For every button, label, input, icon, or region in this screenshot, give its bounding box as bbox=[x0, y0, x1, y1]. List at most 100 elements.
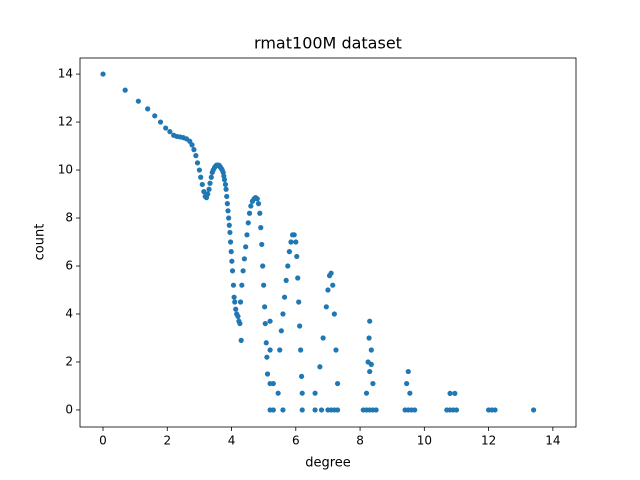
point bbox=[288, 239, 294, 245]
point bbox=[224, 201, 230, 207]
x-tick-label: 8 bbox=[356, 434, 364, 448]
point bbox=[196, 167, 203, 173]
point bbox=[412, 407, 418, 413]
point bbox=[299, 407, 305, 413]
point bbox=[320, 335, 326, 341]
point bbox=[367, 318, 373, 324]
point bbox=[283, 277, 289, 284]
y-tick-label: 10 bbox=[58, 163, 73, 177]
point bbox=[245, 220, 251, 226]
point bbox=[232, 299, 238, 305]
y-tick-label: 8 bbox=[65, 211, 73, 225]
point bbox=[363, 390, 370, 396]
point bbox=[267, 318, 273, 324]
y-tick-label: 12 bbox=[58, 115, 73, 129]
y-tick-label: 0 bbox=[65, 402, 73, 416]
point bbox=[312, 390, 318, 396]
point bbox=[261, 282, 267, 288]
point bbox=[328, 270, 334, 276]
point bbox=[368, 361, 374, 367]
point bbox=[229, 258, 235, 264]
point bbox=[331, 311, 337, 317]
x-tick-label: 10 bbox=[417, 434, 432, 448]
chart-title: rmat100M dataset bbox=[254, 34, 402, 53]
point bbox=[194, 160, 201, 166]
point bbox=[452, 390, 458, 397]
point bbox=[294, 253, 300, 260]
point bbox=[281, 294, 288, 300]
point bbox=[492, 407, 498, 413]
point bbox=[230, 282, 237, 288]
point bbox=[291, 232, 297, 238]
point bbox=[122, 87, 128, 93]
point bbox=[298, 347, 304, 353]
point bbox=[257, 210, 263, 216]
point bbox=[285, 263, 291, 269]
plot-frame bbox=[79, 57, 577, 428]
y-tick-label: 2 bbox=[65, 354, 73, 368]
point bbox=[100, 71, 106, 77]
point bbox=[373, 407, 379, 413]
point bbox=[295, 275, 301, 281]
point bbox=[297, 323, 303, 329]
y-axis-label: count bbox=[33, 224, 48, 261]
point bbox=[312, 407, 318, 413]
point bbox=[193, 153, 199, 159]
point bbox=[275, 390, 281, 396]
point bbox=[157, 119, 164, 125]
point bbox=[405, 368, 411, 375]
point bbox=[318, 407, 325, 413]
point bbox=[259, 241, 265, 248]
point bbox=[280, 311, 286, 317]
point bbox=[453, 407, 460, 413]
point bbox=[293, 239, 299, 245]
point bbox=[334, 380, 341, 387]
point bbox=[260, 263, 266, 269]
point bbox=[296, 299, 302, 305]
x-tick-label: 4 bbox=[228, 434, 236, 448]
point bbox=[367, 368, 373, 375]
point bbox=[370, 380, 376, 387]
point bbox=[235, 313, 241, 319]
point bbox=[225, 208, 231, 214]
point bbox=[227, 229, 233, 236]
point bbox=[404, 380, 410, 387]
point bbox=[135, 98, 141, 104]
point bbox=[228, 249, 234, 255]
point bbox=[145, 106, 151, 112]
point bbox=[280, 407, 286, 413]
point bbox=[191, 147, 197, 153]
point bbox=[221, 177, 228, 183]
point bbox=[299, 390, 305, 396]
point bbox=[237, 299, 244, 305]
point bbox=[226, 215, 232, 221]
point bbox=[333, 347, 339, 353]
point bbox=[248, 203, 254, 209]
point bbox=[237, 320, 243, 327]
point bbox=[331, 407, 337, 413]
point bbox=[238, 337, 244, 343]
point bbox=[231, 294, 237, 300]
point bbox=[208, 174, 214, 180]
point bbox=[447, 390, 453, 397]
y-tick-label: 14 bbox=[58, 67, 73, 81]
point bbox=[258, 225, 264, 231]
point bbox=[226, 222, 232, 228]
point bbox=[366, 335, 372, 341]
point bbox=[222, 181, 229, 188]
y-tick-label: 6 bbox=[65, 259, 73, 273]
point bbox=[278, 328, 284, 334]
point bbox=[241, 256, 247, 262]
point bbox=[270, 407, 276, 413]
point bbox=[201, 189, 207, 195]
point bbox=[207, 180, 213, 186]
point bbox=[262, 304, 268, 310]
point bbox=[264, 354, 270, 360]
x-axis-label: degree bbox=[305, 456, 351, 471]
point bbox=[240, 268, 246, 274]
point bbox=[368, 347, 374, 353]
point bbox=[263, 340, 269, 346]
point bbox=[407, 390, 413, 396]
